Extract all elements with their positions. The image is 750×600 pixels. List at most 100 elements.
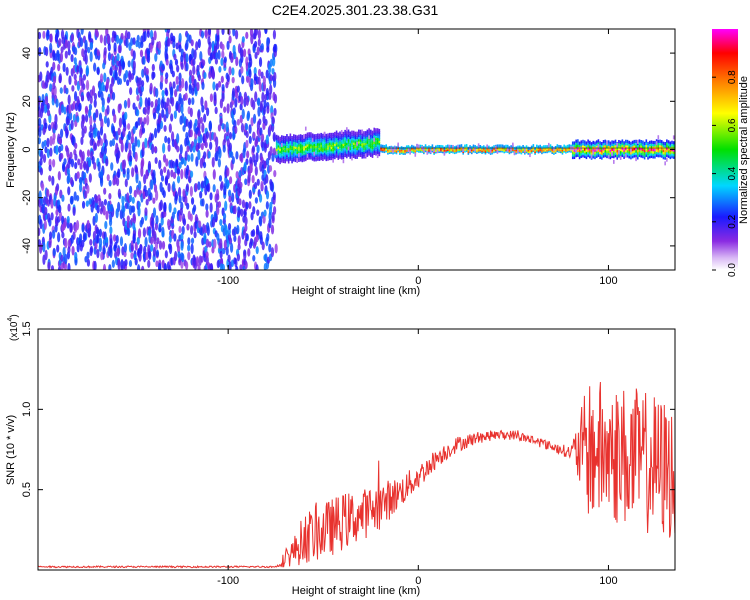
spectrogram-cell [254, 40, 258, 48]
spectrogram-cell [325, 142, 328, 146]
spectrogram-cell [242, 48, 247, 58]
spectrogram-cell [613, 140, 615, 144]
spectrogram-cell [648, 143, 651, 147]
spectrogram-cell [78, 233, 83, 243]
spectrogram-x-ticks: -100 0 100 [217, 29, 618, 287]
spectrogram-cell [455, 147, 458, 151]
spectrogram-cell [643, 153, 646, 158]
spectrogram-cell [69, 112, 73, 121]
spectrogram-cell [354, 147, 357, 151]
spectrogram-cell [599, 141, 601, 145]
spectrogram-cell [527, 148, 530, 152]
spectrogram-cell [308, 156, 310, 160]
spectrogram-cell [215, 150, 219, 162]
spectrogram-cell [144, 137, 148, 149]
spectrogram-cell [349, 133, 352, 137]
spectrogram-cell [530, 150, 533, 154]
spectrogram-cell [655, 148, 658, 153]
spectrogram-cell [44, 206, 48, 216]
spectrogram-cell [134, 136, 138, 147]
spectrogram-cell [510, 145, 512, 149]
spectrogram-cell [105, 236, 109, 244]
spectrogram-cell [277, 142, 280, 146]
spectrogram-cell [671, 140, 673, 144]
spectrogram-cell [375, 141, 377, 145]
spectrogram-cell [662, 156, 665, 160]
spectrogram-cell [96, 67, 100, 75]
spectrogram-cell [578, 156, 581, 160]
spectrogram-cell [121, 195, 125, 205]
spectrogram-cell [512, 142, 514, 147]
spectrogram-cell [411, 148, 413, 152]
spectrogram-cell [264, 93, 268, 101]
spectrogram-cell [289, 135, 292, 139]
spectrogram-cell [602, 142, 605, 146]
spectrogram-cell [626, 147, 629, 151]
spectrogram-cell [534, 151, 536, 155]
spectrogram-cell [332, 141, 334, 145]
spectrogram-cell [197, 181, 201, 191]
spectrogram-cell [199, 116, 203, 124]
spectrogram-cell [354, 153, 357, 157]
spectrogram-cell [239, 181, 243, 189]
spectrogram-cell [315, 147, 317, 151]
spectrogram-cell [631, 147, 634, 152]
spectrogram-cell [284, 160, 287, 164]
spectrogram-cell [310, 140, 312, 145]
spectrogram-cell [287, 147, 290, 151]
spectrogram-cell [275, 136, 278, 141]
spectrogram-cell [44, 122, 48, 130]
spectrogram-cell [192, 58, 196, 66]
spectrogram-cell [611, 154, 613, 159]
spectrogram-cell [628, 140, 631, 145]
spectrogram-cell [111, 138, 116, 147]
spectrogram-cell [153, 30, 157, 41]
spectrogram-cell [139, 244, 143, 252]
spectrogram-cell [92, 199, 96, 209]
spectrogram-cell [233, 51, 237, 60]
spectrogram-cell [335, 152, 338, 156]
spectrogram-cell [546, 148, 548, 152]
spectrogram-cell [335, 143, 338, 147]
spectrogram-cell [178, 44, 182, 53]
spectrogram-cell [155, 260, 159, 268]
spectrogram-cell [655, 151, 658, 155]
spectrogram-cell [630, 141, 632, 145]
spectrogram-cell [636, 149, 639, 153]
spectrogram-cell [344, 149, 346, 153]
spectrogram-cell [342, 133, 345, 138]
spectrogram-cell [589, 152, 591, 156]
spectrogram-cell [187, 97, 192, 106]
spectrogram-cell [88, 173, 92, 183]
spectrogram-cell [358, 153, 360, 157]
spectrogram-cell [89, 247, 93, 257]
spectrogram-cell [405, 145, 408, 149]
spectrogram-cell [488, 150, 490, 154]
spectrogram-cell [368, 145, 370, 149]
spectrogram-cell [168, 202, 172, 213]
spectrogram-cell [359, 147, 362, 151]
spectrogram-cell [200, 96, 204, 107]
spectrogram-cell [479, 149, 482, 154]
spectrogram-cell [241, 199, 246, 209]
spectrogram-cell [325, 140, 328, 144]
spectrogram-cell [347, 131, 350, 135]
spectrogram-cell [578, 143, 581, 148]
spectrogram-cell [561, 149, 564, 154]
spectrogram-cell [308, 136, 310, 140]
spectrogram-cell [202, 161, 207, 169]
spectrogram-cell [368, 141, 370, 145]
spectrogram-cell [118, 78, 123, 85]
spectrogram-cell [525, 150, 528, 154]
spectrogram-cell [155, 87, 159, 98]
spectrogram-cell [241, 108, 245, 120]
spectrogram-cell [231, 156, 235, 165]
spectrogram-cell [356, 131, 358, 135]
spectrogram-cell [105, 158, 109, 167]
spectrogram-cell [532, 147, 535, 151]
spectrogram-cell [624, 149, 627, 153]
spectrogram-cell [136, 108, 140, 117]
spectrogram-cell [541, 147, 543, 151]
spectrogram-cell [155, 189, 159, 201]
spectrogram-cell [368, 139, 370, 143]
